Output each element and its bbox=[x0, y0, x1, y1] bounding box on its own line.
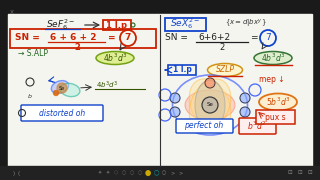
Text: $\{x = d|bx^y\}$: $\{x = d|bx^y\}$ bbox=[225, 18, 267, 30]
Text: distorted oh: distorted oh bbox=[39, 109, 85, 118]
Text: perfect oh: perfect oh bbox=[184, 122, 224, 130]
Text: Se: Se bbox=[207, 102, 213, 107]
Ellipse shape bbox=[185, 90, 235, 120]
Text: ○: ○ bbox=[138, 170, 142, 175]
Text: SN =: SN = bbox=[15, 33, 43, 42]
Text: $SeF_6^{2-}$: $SeF_6^{2-}$ bbox=[45, 17, 75, 32]
Text: =: = bbox=[108, 33, 116, 42]
Circle shape bbox=[53, 91, 59, 96]
Circle shape bbox=[170, 93, 180, 103]
Circle shape bbox=[170, 107, 180, 117]
FancyBboxPatch shape bbox=[239, 118, 276, 134]
Ellipse shape bbox=[195, 80, 225, 130]
Ellipse shape bbox=[207, 64, 243, 76]
Text: pux s: pux s bbox=[265, 112, 285, 122]
Ellipse shape bbox=[259, 93, 297, 111]
Text: 6+6+2: 6+6+2 bbox=[198, 33, 230, 42]
FancyBboxPatch shape bbox=[103, 20, 131, 30]
Text: ⊡: ⊡ bbox=[298, 170, 302, 175]
Ellipse shape bbox=[96, 51, 134, 64]
Text: b: b bbox=[28, 93, 32, 98]
Text: $b^3d^2$: $b^3d^2$ bbox=[247, 120, 267, 132]
Text: $4b^3d^3$: $4b^3d^3$ bbox=[103, 52, 127, 64]
Bar bbox=[312, 0, 320, 180]
Text: mep ↓: mep ↓ bbox=[259, 75, 285, 84]
Text: SN =: SN = bbox=[165, 33, 191, 42]
Text: ): ) bbox=[13, 170, 15, 175]
Text: 7: 7 bbox=[265, 33, 271, 42]
Text: ⊡: ⊡ bbox=[308, 170, 312, 175]
Text: (: ( bbox=[18, 170, 20, 175]
Ellipse shape bbox=[60, 83, 80, 97]
Ellipse shape bbox=[189, 79, 231, 131]
FancyBboxPatch shape bbox=[176, 119, 233, 133]
Text: >: > bbox=[178, 170, 182, 175]
FancyBboxPatch shape bbox=[21, 105, 103, 121]
Bar bbox=[0, 0, 8, 180]
Ellipse shape bbox=[51, 81, 69, 93]
Text: Se: Se bbox=[59, 86, 65, 91]
Text: 6 + 6 + 2: 6 + 6 + 2 bbox=[50, 33, 97, 42]
Text: ○: ○ bbox=[162, 170, 166, 175]
FancyBboxPatch shape bbox=[255, 109, 294, 123]
Text: $4b^3d^3$: $4b^3d^3$ bbox=[96, 79, 118, 91]
Text: ✦: ✦ bbox=[98, 170, 102, 175]
Text: 1 l.p: 1 l.p bbox=[107, 21, 127, 30]
Text: → S.ALP: → S.ALP bbox=[18, 48, 48, 57]
Text: ⬤: ⬤ bbox=[145, 170, 151, 176]
Text: x: x bbox=[10, 9, 14, 15]
Circle shape bbox=[202, 97, 218, 113]
Text: >: > bbox=[170, 170, 174, 175]
Text: ⬡: ⬡ bbox=[114, 170, 118, 175]
Circle shape bbox=[240, 93, 250, 103]
Ellipse shape bbox=[254, 51, 292, 64]
Circle shape bbox=[205, 122, 215, 132]
Text: ⊡: ⊡ bbox=[288, 170, 292, 175]
Text: ○: ○ bbox=[130, 170, 134, 175]
Circle shape bbox=[240, 107, 250, 117]
Bar bbox=[0, 166, 320, 180]
Ellipse shape bbox=[189, 79, 231, 131]
Text: $SeX_6^{2-}$: $SeX_6^{2-}$ bbox=[170, 17, 200, 31]
Text: $5b^3d^3$: $5b^3d^3$ bbox=[266, 96, 290, 108]
Text: SZLP: SZLP bbox=[215, 66, 235, 75]
Text: ✦: ✦ bbox=[106, 170, 110, 175]
Text: 2: 2 bbox=[220, 42, 225, 51]
Text: ○: ○ bbox=[122, 170, 126, 175]
Text: =: = bbox=[250, 33, 258, 42]
Text: 1 l.p: 1 l.p bbox=[172, 66, 191, 75]
Circle shape bbox=[205, 78, 215, 88]
Ellipse shape bbox=[195, 80, 225, 130]
Text: 2: 2 bbox=[74, 42, 80, 51]
Circle shape bbox=[57, 83, 67, 93]
Bar bbox=[8, 14, 312, 168]
Text: $4b^3d^3$: $4b^3d^3$ bbox=[261, 52, 285, 64]
Text: 7: 7 bbox=[125, 33, 131, 42]
Text: ◯: ◯ bbox=[153, 170, 159, 176]
